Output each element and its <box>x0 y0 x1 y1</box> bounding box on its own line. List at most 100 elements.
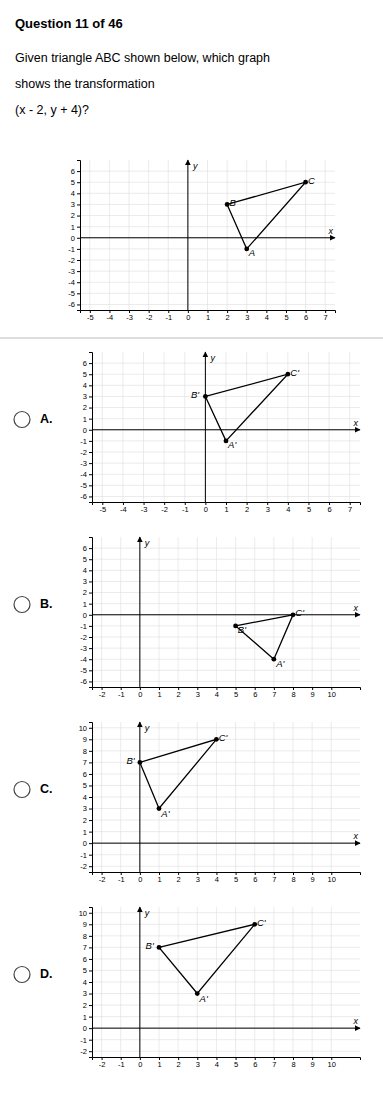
y-tick: 6 <box>83 955 92 964</box>
y-tick-label: 4 <box>83 381 87 390</box>
y-tick-mark <box>89 637 92 638</box>
y-tick-label: 1 <box>83 415 87 424</box>
y-tick-label: -3 <box>80 459 87 468</box>
grid-line-y <box>92 452 360 453</box>
option-label[interactable]: A. <box>40 412 53 426</box>
y-tick: 6 <box>83 770 92 779</box>
grid-line-y <box>92 407 360 408</box>
x-tick: 7 <box>272 1057 276 1069</box>
radio-button[interactable] <box>14 782 30 798</box>
x-tick: 5 <box>234 872 238 884</box>
y-tick-mark <box>89 430 92 431</box>
y-tick-mark <box>89 959 92 960</box>
x-tick-label: 2 <box>245 505 249 514</box>
x-tick-label: 6 <box>253 875 257 884</box>
y-tick-mark <box>89 408 92 409</box>
y-tick-label: -2 <box>80 862 87 871</box>
y-tick: 4 <box>83 566 92 575</box>
y-tick-mark <box>89 832 92 833</box>
grid <box>92 352 360 502</box>
x-tick-label: 4 <box>265 313 269 322</box>
y-tick-mark <box>89 452 92 453</box>
x-tick: 4 <box>265 310 269 322</box>
x-tick: 3 <box>196 687 200 699</box>
x-tick: -4 <box>107 310 114 322</box>
y-tick-label: -2 <box>80 633 87 642</box>
y-tick-label: 9 <box>83 920 87 929</box>
grid-line-y <box>92 1028 360 1029</box>
x-tick-label: -2 <box>99 875 106 884</box>
x-tick: 3 <box>266 502 270 514</box>
vertex <box>157 945 162 950</box>
x-tick: 5 <box>234 687 238 699</box>
y-tick-label: 6 <box>83 770 87 779</box>
x-tick-label: 7 <box>348 505 352 514</box>
grid-line-y <box>92 559 360 560</box>
grid-line-y <box>92 581 360 582</box>
x-axis: -5-4-3-2-101234567 <box>93 502 361 514</box>
x-tick-label: -2 <box>146 313 153 322</box>
y-tick-label: 8 <box>83 932 87 941</box>
y-tick-label: 1 <box>71 223 75 232</box>
y-tick-label: 5 <box>71 178 75 187</box>
radio-button[interactable] <box>14 967 30 983</box>
y-tick-label: -1 <box>80 437 87 446</box>
y-tick: 10 <box>79 909 92 918</box>
grid-line-y <box>92 637 360 638</box>
y-tick-label: 7 <box>83 943 87 952</box>
y-tick-mark <box>89 1005 92 1006</box>
x-axis-line <box>93 1058 361 1061</box>
grid <box>80 160 335 310</box>
grid-line-y <box>92 548 360 549</box>
question-text: Given triangle ABC shown below, which gr… <box>15 51 270 117</box>
y-tick: 6 <box>71 167 80 176</box>
y-tick-label: -2 <box>80 448 87 457</box>
y-axis-label: y <box>144 723 150 733</box>
x-tick-label: -1 <box>118 875 125 884</box>
x-tick: 6 <box>327 502 331 514</box>
page: Question 11 of 46Given triangle ABC show… <box>0 0 383 1100</box>
y-tick-mark <box>89 581 92 582</box>
grid-line-y <box>80 215 335 216</box>
y-tick: -6 <box>80 677 92 686</box>
x-tick: -2 <box>99 872 106 884</box>
x-tick: 4 <box>286 502 290 514</box>
y-tick-label: 0 <box>83 1024 87 1033</box>
radio-button[interactable] <box>14 412 30 428</box>
option-label[interactable]: B. <box>40 597 53 611</box>
option-label[interactable]: C. <box>40 782 53 796</box>
x-tick-label: 5 <box>234 690 238 699</box>
x-tick: 6 <box>253 1057 257 1069</box>
y-tick-label: 2 <box>83 816 87 825</box>
x-tick: 1 <box>206 310 210 322</box>
y-tick-label: 7 <box>83 758 87 767</box>
vertex-label: A' <box>160 808 170 819</box>
x-tick-label: -4 <box>107 313 114 322</box>
grid-line-y <box>92 396 360 397</box>
x-tick: 6 <box>304 310 308 322</box>
x-tick: 6 <box>253 687 257 699</box>
y-tick-label: -6 <box>68 300 75 309</box>
y-tick-mark <box>77 293 80 294</box>
y-tick: 7 <box>83 758 92 767</box>
y-tick: 4 <box>83 381 92 390</box>
y-axis-label: y <box>144 908 150 918</box>
y-tick-label: 2 <box>83 1001 87 1010</box>
radio-button[interactable] <box>14 597 30 613</box>
vertex-label: C' <box>290 367 300 378</box>
y-tick: 4 <box>71 189 80 198</box>
x-tick: -5 <box>99 502 106 514</box>
option-label[interactable]: D. <box>40 967 53 981</box>
y-tick: -1 <box>80 1036 92 1045</box>
x-tick-label: -4 <box>120 505 127 514</box>
y-tick-label: 8 <box>83 747 87 756</box>
x-tick-label: 2 <box>177 690 181 699</box>
y-tick-label: 3 <box>83 392 87 401</box>
y-tick-mark <box>89 913 92 914</box>
grid-line-y <box>92 843 360 844</box>
x-tick-label: 6 <box>304 313 308 322</box>
y-tick-label: 0 <box>83 839 87 848</box>
y-axis-label: y <box>192 161 198 171</box>
x-axis: -2-1012345678910 <box>93 687 361 699</box>
vertex-label: C' <box>295 607 305 618</box>
